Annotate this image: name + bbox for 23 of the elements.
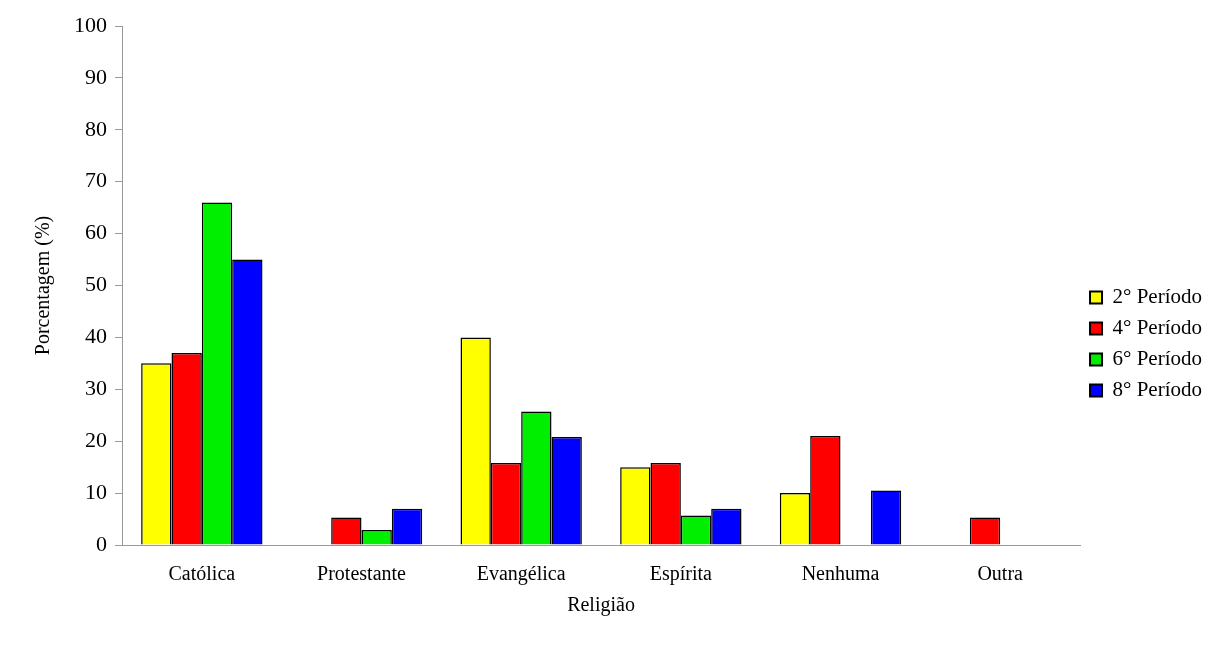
y-axis-title: Porcentagem (%) xyxy=(31,215,55,356)
x-axis-title: Religião xyxy=(567,593,635,617)
x-tick-label: Católica xyxy=(168,562,236,585)
y-tick-label: 70 xyxy=(85,167,107,193)
legend-label: 6° Período xyxy=(1112,346,1203,371)
y-tick-label: 50 xyxy=(85,271,107,297)
x-tick-label: Outra xyxy=(977,562,1024,585)
x-tick-label: Nenhuma xyxy=(801,562,880,585)
legend-label: 8° Período xyxy=(1112,377,1203,402)
y-tick-label: 20 xyxy=(85,426,107,452)
y-tick-label: 60 xyxy=(85,219,107,245)
legend-label: 4° Período xyxy=(1112,315,1203,340)
legend-label: 2° Período xyxy=(1112,284,1203,309)
y-tick-label: 30 xyxy=(85,375,107,401)
x-tick-label: Evangélica xyxy=(476,562,566,586)
y-tick-label: 100 xyxy=(74,11,107,37)
y-tick-label: 0 xyxy=(96,530,107,556)
y-tick-label: 40 xyxy=(85,323,107,349)
y-tick-label: 80 xyxy=(85,115,107,141)
x-tick-label: Espírita xyxy=(649,562,713,586)
y-tick-label: 90 xyxy=(85,63,107,89)
x-tick-label: Protestante xyxy=(317,562,407,585)
y-tick-label: 10 xyxy=(85,478,107,504)
